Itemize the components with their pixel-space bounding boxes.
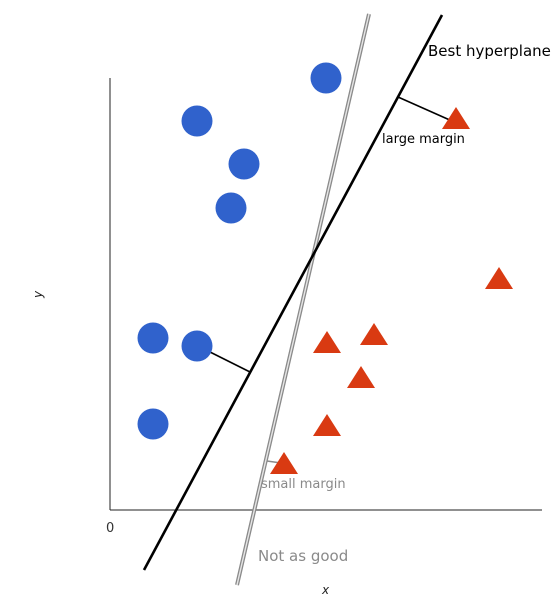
large-margin-label: large margin: [382, 132, 465, 147]
circle-point: [137, 408, 169, 440]
y-axis-label: y: [31, 290, 45, 299]
triangle-point: [442, 107, 470, 129]
not-as-good-label: Not as good: [258, 547, 348, 565]
x-axis-label: x: [321, 583, 330, 597]
circle-point: [310, 62, 342, 94]
best-hyperplane: [142, 14, 444, 571]
triangle-point: [313, 331, 341, 353]
large-margin-segment-top: [397, 96, 453, 122]
circle-point: [228, 148, 260, 180]
circle-point: [181, 330, 213, 362]
circle-point: [181, 105, 213, 137]
triangle-point: [347, 366, 375, 388]
triangle-point: [485, 267, 513, 289]
circle-point: [137, 322, 169, 354]
best-hyperplane-label: Best hyperplane: [428, 42, 551, 60]
triangle-class: [270, 107, 513, 474]
circle-point: [215, 192, 247, 224]
large-margin-segment-bottom: [205, 349, 251, 373]
triangle-point: [270, 452, 298, 474]
triangle-point: [313, 414, 341, 436]
not-as-good-hyperplane: [235, 13, 371, 586]
circle-class: [137, 62, 342, 440]
origin-label: 0: [106, 521, 114, 536]
triangle-point: [360, 323, 388, 345]
small-margin-label: small margin: [261, 477, 346, 492]
